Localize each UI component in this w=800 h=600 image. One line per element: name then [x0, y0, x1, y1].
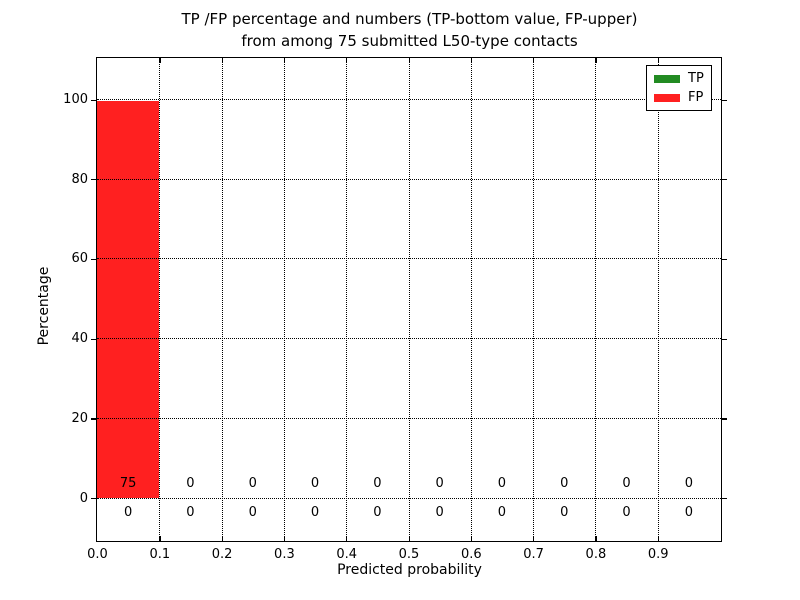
vertical-gridline [533, 58, 535, 541]
vertical-gridline [657, 58, 659, 541]
y-tick-label: 20 [71, 410, 88, 426]
plot-area: TP FP 75 0 0 0 0 0 0 0 0 0 0 0 0 0 0 0 0 0 0 0 [96, 57, 722, 542]
legend-item-fp: FP [647, 90, 711, 105]
y-tick-mark [91, 338, 96, 340]
x-tick-label: 0.0 [87, 547, 108, 562]
legend-item-tp: TP [647, 71, 711, 86]
y-tick-mark [722, 99, 727, 101]
x-tick-mark [595, 58, 597, 63]
tp-count-label: 0 [435, 505, 444, 520]
x-tick-mark [657, 536, 659, 541]
y-tick-label: 0 [79, 490, 88, 506]
x-tick-label: 0.8 [585, 547, 607, 562]
tp-count-label: 0 [373, 505, 382, 520]
x-tick-mark [346, 536, 348, 541]
x-tick-mark [533, 536, 535, 541]
tp-count-label: 0 [684, 505, 693, 520]
fp-count-label: 0 [310, 476, 320, 491]
x-tick-label: 0.6 [460, 547, 482, 562]
fp-legend-swatch [654, 93, 680, 102]
y-tick-label: 80 [71, 171, 88, 187]
x-tick-mark [283, 536, 286, 541]
fp-count-label: 0 [684, 476, 693, 491]
tp-legend-swatch [654, 74, 680, 83]
vertical-gridline [346, 58, 348, 541]
x-tick-mark [221, 58, 223, 63]
y-tick-mark [91, 258, 96, 261]
y-tick-mark [91, 179, 96, 181]
fp-bar [97, 100, 160, 498]
fp-count-label: 0 [373, 476, 382, 491]
x-tick-mark [470, 536, 473, 541]
fp-count-label: 0 [497, 476, 507, 491]
vertical-gridline [470, 58, 472, 541]
x-tick-label: 0.1 [149, 547, 171, 562]
fp-count-label: 0 [560, 476, 569, 491]
tp-count-label: 0 [186, 505, 195, 520]
y-tick-mark [722, 179, 727, 181]
x-tick-mark [408, 536, 410, 541]
y-tick-label: 100 [63, 92, 88, 107]
fp-count-label: 0 [622, 476, 631, 491]
fp-legend-label: FP [688, 90, 704, 105]
y-tick-mark [91, 99, 96, 101]
x-tick-mark [470, 58, 473, 63]
x-tick-mark [533, 58, 535, 63]
chart-title: TP /FP percentage and numbers (TP-bottom… [96, 8, 723, 52]
y-tick-label: 60 [71, 251, 88, 267]
y-tick-mark [722, 338, 727, 340]
vertical-gridline [408, 58, 410, 541]
x-tick-mark [408, 58, 410, 63]
tp-count-label: 0 [560, 505, 569, 520]
x-tick-label: 0.7 [523, 547, 544, 562]
x-tick-label: 0.5 [398, 547, 420, 562]
y-tick-mark [91, 418, 96, 420]
vertical-gridline [283, 58, 285, 541]
vertical-gridline [221, 58, 223, 541]
tp-count-label: 0 [497, 505, 507, 520]
x-tick-label: 0.3 [274, 547, 295, 562]
y-tick-mark [722, 498, 727, 500]
legend: TP FP [646, 65, 712, 111]
fp-count-label: 0 [435, 476, 444, 491]
x-tick-label: 0.4 [336, 547, 358, 562]
x-tick-mark [283, 58, 286, 63]
y-tick-mark [722, 258, 727, 261]
tp-count-label: 0 [248, 505, 257, 520]
x-tick-mark [221, 536, 223, 541]
x-axis-label: Predicted probability [337, 562, 482, 578]
chart-title-line1: TP /FP percentage and numbers (TP-bottom… [181, 10, 638, 28]
x-tick-mark [159, 58, 161, 63]
x-tick-mark [346, 58, 348, 63]
tp-legend-label: TP [688, 71, 704, 86]
x-tick-label: 0.2 [211, 547, 233, 562]
y-tick-label: 40 [71, 331, 88, 347]
vertical-gridline [595, 58, 597, 541]
x-tick-mark [595, 536, 597, 541]
x-tick-label: 0.9 [647, 547, 669, 562]
tp-count-label: 0 [124, 505, 133, 520]
x-tick-mark [657, 58, 659, 63]
tp-count-label: 0 [310, 505, 320, 520]
tp-count-label: 0 [622, 505, 631, 520]
fp-count-label: 75 [119, 476, 137, 491]
vertical-gridline [159, 58, 161, 541]
y-tick-mark [91, 498, 96, 500]
fp-count-label: 0 [248, 476, 257, 491]
x-tick-mark [159, 536, 161, 541]
fp-count-label: 0 [186, 476, 195, 491]
y-tick-mark [722, 418, 727, 420]
chart-title-line2: from among 75 submitted L50-type contact… [241, 32, 578, 50]
